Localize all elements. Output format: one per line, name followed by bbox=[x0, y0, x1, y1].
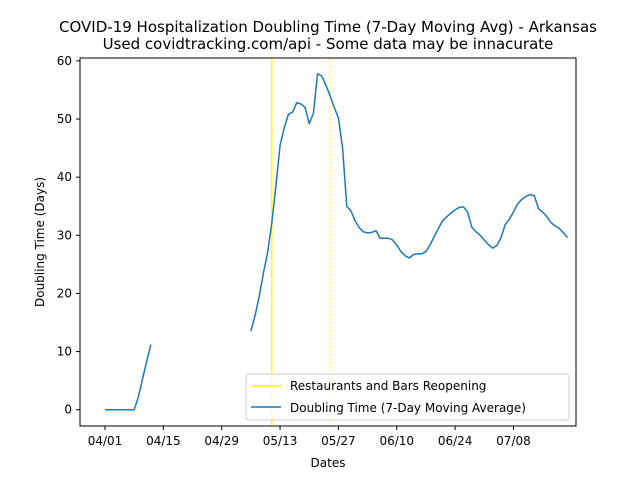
legend-label-reopening: Restaurants and Bars Reopening bbox=[290, 379, 486, 393]
x-tick-label: 05/13 bbox=[263, 434, 298, 448]
x-tick-label: 06/10 bbox=[379, 434, 414, 448]
y-tick-label: 20 bbox=[57, 286, 72, 300]
plot-area bbox=[105, 58, 569, 426]
chart-subtitle: Used covidtracking.com/api - Some data m… bbox=[103, 35, 554, 53]
y-tick-label: 40 bbox=[57, 170, 72, 184]
legend-label-doubling-time: Doubling Time (7-Day Moving Average) bbox=[290, 401, 526, 415]
x-axis-ticks: 04/01 04/15 04/29 05/13 05/27 06/10 06/24 07/08 bbox=[88, 426, 531, 448]
series-line-doubling-time-segment-2 bbox=[250, 72, 569, 332]
x-tick-label: 07/08 bbox=[496, 434, 531, 448]
y-tick-label: 10 bbox=[57, 345, 72, 359]
series-line-doubling-time-segment-1 bbox=[105, 344, 152, 411]
y-axis-label: Doubling Time (Days) bbox=[33, 177, 47, 307]
legend: Restaurants and Bars Reopening Doubling … bbox=[245, 373, 570, 421]
x-tick-label: 04/15 bbox=[146, 434, 181, 448]
legend-box bbox=[245, 373, 570, 421]
x-tick-label: 06/24 bbox=[438, 434, 473, 448]
x-axis-label: Dates bbox=[311, 456, 346, 470]
y-tick-label: 50 bbox=[57, 112, 72, 126]
chart-title: COVID-19 Hospitalization Doubling Time (… bbox=[59, 18, 597, 36]
axes-frame bbox=[79, 57, 577, 427]
x-tick-label: 04/29 bbox=[204, 434, 239, 448]
x-tick-label: 05/27 bbox=[321, 434, 356, 448]
y-tick-label: 30 bbox=[57, 228, 72, 242]
y-tick-label: 60 bbox=[57, 54, 72, 68]
y-axis-ticks: 0 10 20 30 40 50 60 bbox=[57, 54, 80, 417]
y-tick-label: 0 bbox=[64, 403, 72, 417]
x-tick-label: 04/01 bbox=[88, 434, 123, 448]
